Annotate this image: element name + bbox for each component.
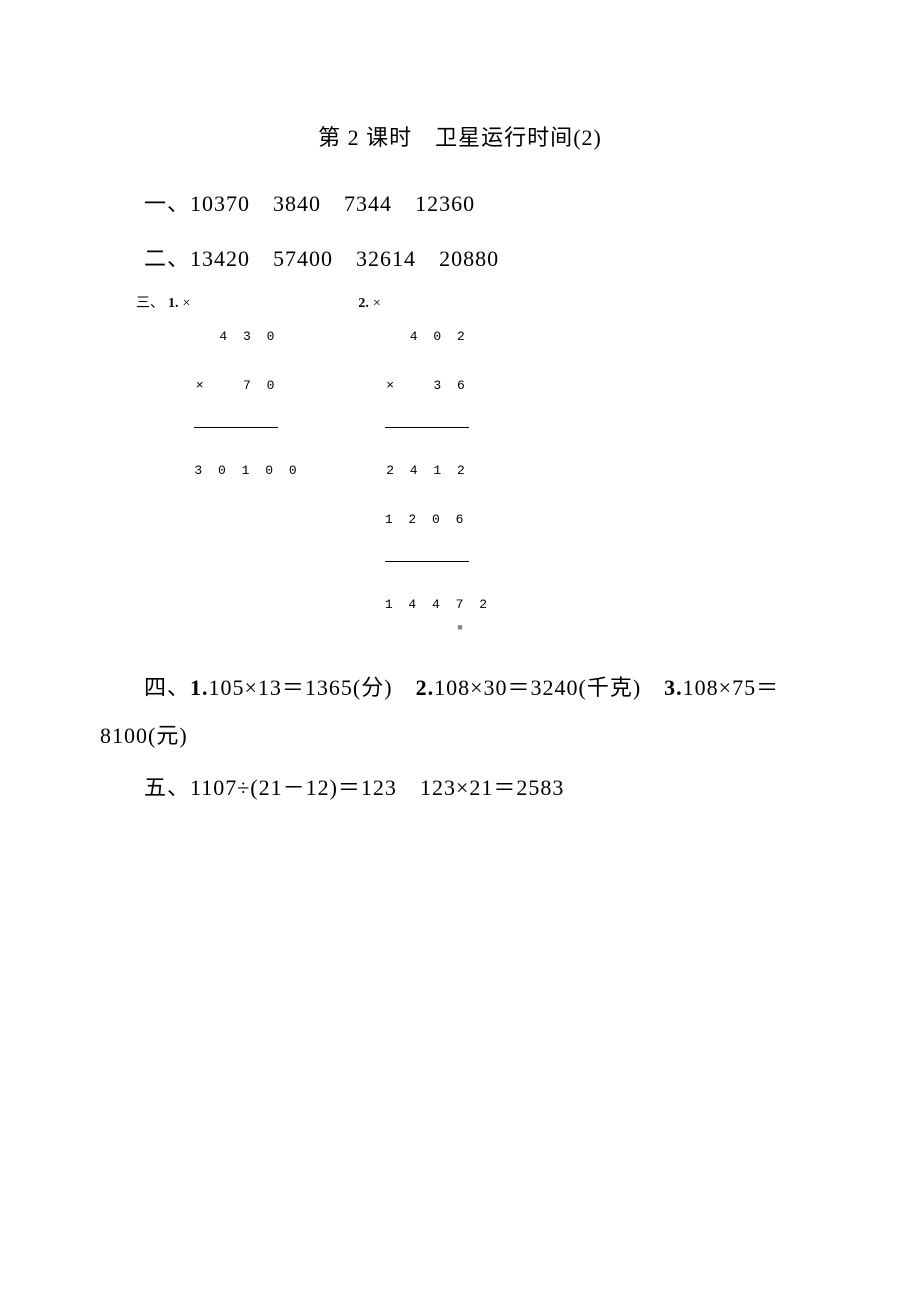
section-1-val-0: 10370 [190,191,250,216]
title-suffix: (2) [573,125,602,150]
section-3-problem-1: 三、 1. × 4 3 0 × 7 0 3 0 1 0 0 [136,296,278,511]
section-1: 一、10370 3840 7344 12360 [100,186,820,221]
mul-row: 4 0 2 [385,329,469,345]
section-1-val-3: 12360 [415,191,475,216]
section-1-val-2: 7344 [344,191,392,216]
section-2-label: 二、 [144,246,190,271]
item-expr: 105×13＝1365(分) [209,675,393,700]
section-3-problem-2: 2. × 4 0 2 × 3 6 2 4 1 2 1 2 0 6 1 4 4 7… [358,296,468,645]
section-3-label: 三、 [136,296,164,313]
item-number: 2. [416,675,435,700]
mul-row: × 7 0 [194,378,278,394]
problem-2-work: 4 0 2 × 3 6 2 4 1 2 1 2 0 6 1 4 4 7 2 [385,296,469,645]
lesson-title: 第 2 课时 卫星运行时间(2) [100,120,820,152]
section-4: 四、1.105×13＝1365(分) 2.108×30＝3240(千克) 3.1… [100,664,820,761]
mul-row: 1 4 4 7 2 [385,597,469,613]
mul-row: 4 3 0 [194,329,278,345]
mul-row: × 3 6 [385,378,469,394]
section-2-val-1: 57400 [273,246,333,271]
section-5-expr-0: 1107÷(21－12)＝123 [190,775,397,800]
section-3: 三、 1. × 4 3 0 × 7 0 3 0 1 0 0 2. × 4 0 2… [136,296,820,645]
section-2: 二、13420 57400 32614 20880 [100,241,820,276]
section-1-val-1: 3840 [273,191,321,216]
title-number: 2 [348,125,360,150]
title-mid: 课时 卫星运行时间 [360,125,574,150]
item-number: 1. [190,675,209,700]
item-expr-part: 108×75＝ [683,675,779,700]
item-number: 3. [664,675,683,700]
item-expr: 108×30＝3240(千克) [434,675,641,700]
problem-1-mark: × [183,296,191,313]
rule-line [385,561,469,562]
problem-1-work: 4 3 0 × 7 0 3 0 1 0 0 [194,296,278,511]
problem-2-number: 2. [358,296,369,313]
problem-2-mark: × [373,296,381,313]
rule-line [194,427,278,428]
page: 第 2 课时 卫星运行时间(2) 一、10370 3840 7344 12360… [0,0,920,1302]
section-1-label: 一、 [144,191,190,216]
section-4-continue: 8100(元) [100,712,820,760]
section-5-label: 五、 [144,775,190,800]
section-2-val-3: 20880 [439,246,499,271]
rule-line [385,427,469,428]
section-2-val-0: 13420 [190,246,250,271]
mul-row: 3 0 1 0 0 [194,463,278,479]
title-prefix: 第 [318,125,348,150]
mul-row: 2 4 1 2 [385,463,469,479]
page-center-marker: ■ [457,622,462,632]
section-5-expr-1: 123×21＝2583 [420,775,564,800]
mul-row: 1 2 0 6 [385,512,469,528]
section-5: 五、1107÷(21－12)＝123 123×21＝2583 [100,770,820,805]
section-2-val-2: 32614 [356,246,416,271]
section-4-label: 四、 [144,675,190,700]
problem-1-number: 1. [168,296,179,313]
